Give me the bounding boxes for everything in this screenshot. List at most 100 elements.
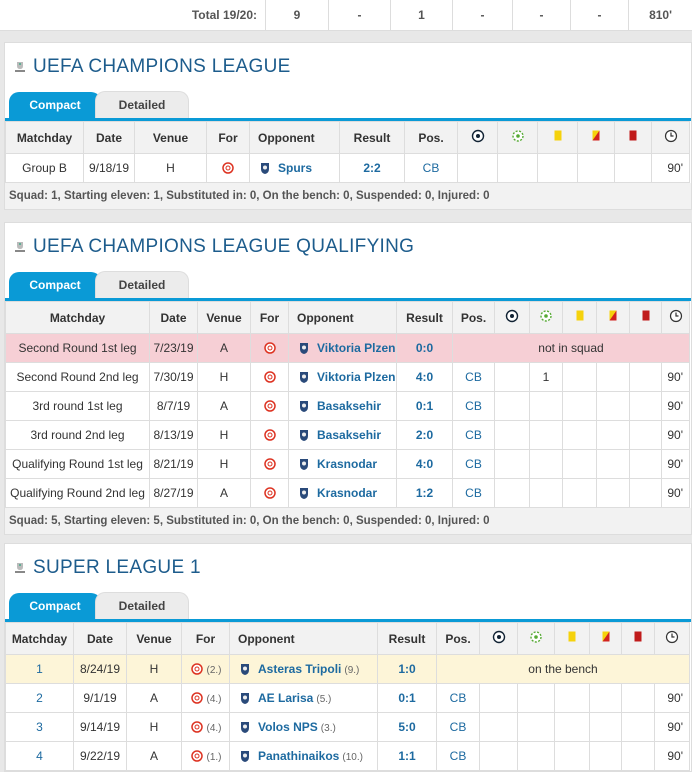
result-link[interactable]: 4:0 [415,457,434,471]
yellow-icon [568,631,576,642]
for-club [250,333,289,363]
clock-icon [665,630,679,644]
stats-table: Matchday Date Venue For Opponent Result Pos. Gr… [5,121,690,183]
result-link[interactable]: 4:0 [415,370,434,384]
opponent-link[interactable]: Viktoria Plzen [317,340,396,355]
date: 7/30/19 [149,362,198,392]
icon-header [589,622,622,655]
tab[interactable]: Compact [9,593,101,619]
yellowred-icon [592,130,600,141]
red [621,683,655,713]
competition-box: UEFA CHAMPIONS LEAGUE Compact Detailed Matc… [4,42,692,210]
column-header: Venue [126,622,182,655]
opponent-link[interactable]: Panathinaikos [258,748,340,763]
tab[interactable]: Compact [9,92,101,118]
opponent-link[interactable]: Basaksehir [317,427,382,442]
yellow [554,683,590,713]
status-note: not in squad [452,333,690,363]
venue: A [197,478,251,508]
matchday: 3rd round 2nd leg [5,420,150,450]
position: CB [452,449,495,479]
icon-header [562,301,597,334]
competition-header: UEFA CHAMPIONS LEAGUE QUALIFYING [5,223,691,271]
tab[interactable]: Detailed [95,592,189,619]
for-club [250,391,289,421]
header-row: Matchday Date Venue For Opponent Result Pos. [5,622,690,655]
competition-box: UEFA CHAMPIONS LEAGUE QUALIFYING Compact D… [4,222,692,535]
assists [497,153,538,183]
opponent-link[interactable]: Asteras Tripoli [258,661,342,676]
opponent-rank: (5.) [316,693,332,705]
icon-header [517,622,555,655]
minutes: 90' [654,712,690,742]
yellow [562,420,597,450]
club-icon [222,162,234,175]
icon-header [497,121,538,154]
minutes: 90' [661,362,690,392]
date: 8/7/19 [149,391,198,421]
venue: H [197,420,251,450]
cup-icon [15,62,25,72]
column-header: Opponent [249,121,340,154]
tab[interactable]: Detailed [95,91,189,118]
date: 9/18/19 [83,153,135,183]
result: 0:1 [396,391,453,421]
result-link[interactable]: 2:2 [363,161,381,175]
column-header: For [206,121,250,154]
total-label: Total 19/20: [191,8,257,22]
venue: H [197,449,251,479]
opponent-link[interactable]: Basaksehir [317,398,382,413]
opponent-link[interactable]: Spurs [278,160,313,175]
tab[interactable]: Detailed [95,271,189,298]
column-header: Venue [134,121,207,154]
for-club: (2.) [181,654,230,684]
column-header: Pos. [404,121,458,154]
goal-icon [505,309,519,323]
opponent-link[interactable]: Krasnodar [317,485,378,500]
date: 8/24/19 [73,654,127,684]
opponent: Panathinaikos (10.) [229,741,378,771]
assists [517,712,555,742]
club-icon [190,721,203,734]
assists [529,391,563,421]
result-link[interactable]: 0:0 [415,341,434,355]
minutes: 90' [661,449,690,479]
total-cell: - [512,0,570,30]
result-link[interactable]: 1:0 [398,662,416,676]
position: CB [452,391,495,421]
venue: A [197,333,251,363]
club-icon [263,487,276,500]
matchday: 3 [5,712,74,742]
column-header: Date [73,622,127,655]
result-link[interactable]: 0:1 [398,691,416,705]
matchday: Group B [5,153,84,183]
opponent-link[interactable]: Volos NPS [258,719,318,734]
opponent: AE Larisa (5.) [229,683,378,713]
yellow-red [589,683,622,713]
yellow-red [577,153,615,183]
red [629,449,662,479]
opponent-link[interactable]: Viktoria Plzen [317,369,396,384]
result-link[interactable]: 1:1 [398,749,416,763]
assists [529,478,563,508]
opponent-link[interactable]: AE Larisa [258,690,314,705]
for-rank: (2.) [206,664,222,676]
cup-icon [15,563,25,573]
tab[interactable]: Compact [9,272,101,298]
opponent-link[interactable]: Krasnodar [317,456,378,471]
for-rank: (1.) [206,751,222,763]
yellow [537,153,578,183]
icon-header [537,121,578,154]
result-link[interactable]: 2:0 [415,428,434,442]
result-link[interactable]: 5:0 [398,720,416,734]
assists [517,683,555,713]
yellow-red [596,478,630,508]
icon-header [554,622,590,655]
result-link[interactable]: 1:2 [415,486,434,500]
result: 2:2 [339,153,405,183]
date: 7/23/19 [149,333,198,363]
opponent-rank: (3.) [320,722,336,734]
result-link[interactable]: 0:1 [415,399,434,413]
yellowred-icon [609,310,617,321]
